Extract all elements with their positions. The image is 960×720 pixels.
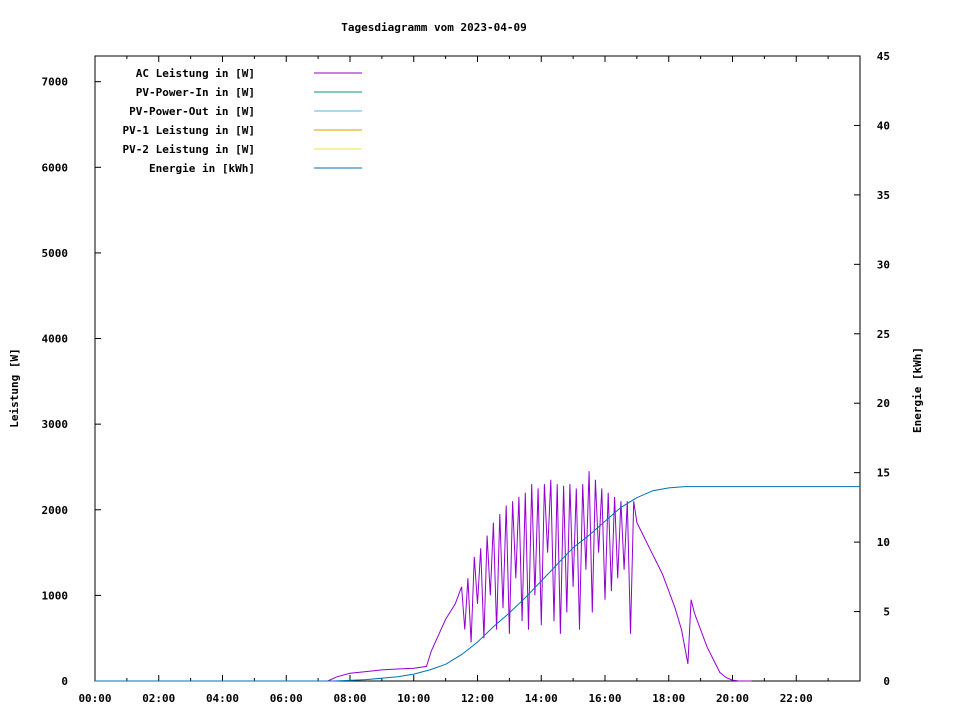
- x-tick-label: 12:00: [461, 692, 494, 705]
- y2-tick-label: 0: [883, 675, 890, 688]
- y-axis-label: Leistung [W]: [8, 348, 21, 427]
- y2-axis-label: Energie [kWh]: [911, 347, 924, 433]
- y-tick-label: 2000: [42, 504, 69, 517]
- series-layer: [95, 471, 860, 682]
- y2-tick-label: 40: [877, 119, 890, 132]
- y2-tick-label: 35: [877, 189, 890, 202]
- axes-ticks: 00:00 02:00 04:00 06:00 08:00 10:00 12:00 14:00…: [42, 50, 891, 705]
- y-tick-label: 7000: [42, 76, 69, 89]
- legend-label: PV-1 Leistung in [W]: [123, 124, 255, 137]
- y-tick-label: 1000: [42, 589, 69, 602]
- x-tick-label: 04:00: [206, 692, 239, 705]
- legend-label: Energie in [kWh]: [149, 162, 255, 175]
- y-tick-label: 0: [61, 675, 68, 688]
- y2-tick-label: 5: [883, 606, 890, 619]
- legend-label: PV-2 Leistung in [W]: [123, 143, 255, 156]
- chart-title: Tagesdiagramm vom 2023-04-09: [341, 21, 526, 34]
- x-tick-label: 10:00: [397, 692, 430, 705]
- y2-tick-label: 45: [877, 50, 890, 63]
- legend: AC Leistung in [W] PV-Power-In in [W] PV-P…: [123, 67, 362, 175]
- y-tick-label: 3000: [42, 418, 69, 431]
- x-tick-label: 18:00: [652, 692, 685, 705]
- y2-tick-label: 25: [877, 328, 890, 341]
- x-tick-label: 00:00: [78, 692, 111, 705]
- x-tick-label: 22:00: [780, 692, 813, 705]
- y2-tick-label: 20: [877, 397, 890, 410]
- legend-label: PV-Power-In in [W]: [136, 86, 255, 99]
- y2-tick-label: 30: [877, 258, 890, 271]
- x-tick-label: 14:00: [525, 692, 558, 705]
- x-tick-label: 02:00: [142, 692, 175, 705]
- legend-label: AC Leistung in [W]: [136, 67, 255, 80]
- y2-tick-label: 10: [877, 536, 890, 549]
- y2-tick-label: 15: [877, 467, 890, 480]
- series-line-5: [95, 486, 860, 682]
- y-tick-label: 4000: [42, 333, 69, 346]
- x-tick-label: 08:00: [333, 692, 366, 705]
- x-tick-label: 16:00: [588, 692, 621, 705]
- y-tick-label: 6000: [42, 161, 69, 174]
- x-tick-label: 20:00: [716, 692, 749, 705]
- x-tick-label: 06:00: [270, 692, 303, 705]
- legend-label: PV-Power-Out in [W]: [129, 105, 255, 118]
- series-line-0: [327, 471, 752, 682]
- y-tick-label: 5000: [42, 247, 69, 260]
